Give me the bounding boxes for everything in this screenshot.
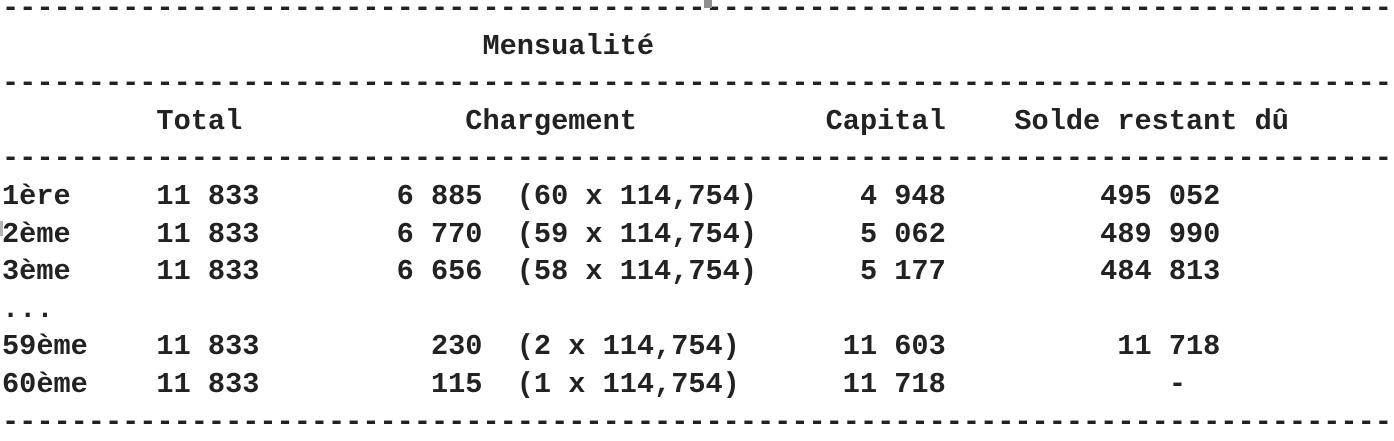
table-row: 1ère 11 833 6 885 (60 x 114,754) 4 948 4…: [2, 179, 1221, 213]
table-title: Mensualité: [2, 29, 655, 63]
column-headers: Total Chargement Capital Solde restant d…: [2, 104, 1289, 138]
ellipsis-row: ...: [2, 292, 54, 326]
table-row: 59ème 11 833 230 (2 x 114,754) 11 603 11…: [2, 330, 1221, 364]
table-row: 60ème 11 833 115 (1 x 114,754) 11 718 -: [2, 367, 1186, 401]
artifact-left-tick: [0, 221, 3, 236]
table-row: 2ème 11 833 6 770 (59 x 114,754) 5 062 4…: [2, 217, 1221, 251]
separator-header: ----------------------------------------…: [2, 142, 1392, 176]
table-row: 3ème 11 833 6 656 (58 x 114,754) 5 177 4…: [2, 255, 1221, 289]
separator-top: ----------------------------------------…: [2, 0, 1392, 25]
separator-title: ----------------------------------------…: [2, 67, 1392, 101]
artifact-gray-square: [704, 0, 712, 8]
separator-bottom: ----------------------------------------…: [2, 405, 1392, 439]
